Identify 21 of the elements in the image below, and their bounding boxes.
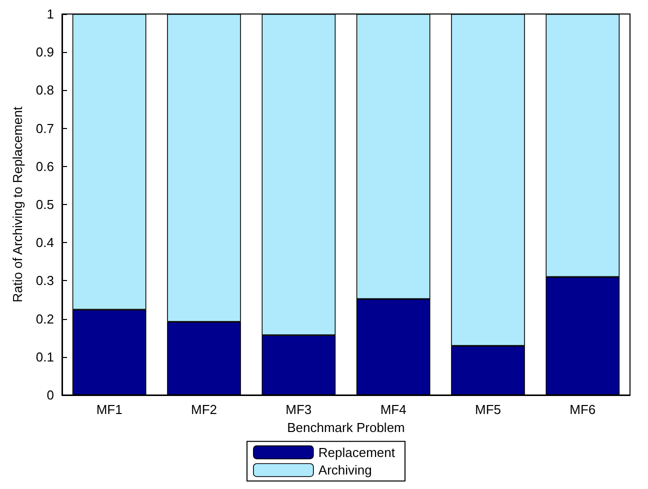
x-tick-label: MF2: [191, 402, 217, 417]
y-tick-label: 0.3: [36, 273, 54, 288]
y-axis-title: Ratio of Archiving to Replacement: [10, 106, 25, 302]
y-tick-label: 0.6: [36, 158, 54, 174]
y-tick-label: 0.2: [36, 311, 54, 326]
y-tick-label: 0.4: [36, 235, 54, 250]
x-tick-label: MF4: [380, 402, 406, 417]
y-tick-label: 0.1: [36, 349, 54, 364]
x-tick-label: MF6: [570, 402, 596, 417]
y-tick-label: 0: [46, 388, 54, 402]
y-tick-label: 0.7: [36, 120, 54, 136]
legend-label: Archiving: [318, 462, 372, 478]
y-tick-label: 1: [46, 6, 54, 22]
x-tick-label: MF3: [286, 402, 312, 417]
x-tick-label: MF1: [96, 402, 122, 417]
x-axis-title: Benchmark Problem: [287, 420, 405, 435]
y-tick-label: 0.5: [36, 197, 54, 212]
legend-label: Replacement: [318, 444, 396, 460]
y-tick-label: 0.9: [36, 44, 54, 60]
x-tick-label: MF5: [475, 402, 501, 417]
y-tick-label: 0.8: [36, 82, 54, 98]
